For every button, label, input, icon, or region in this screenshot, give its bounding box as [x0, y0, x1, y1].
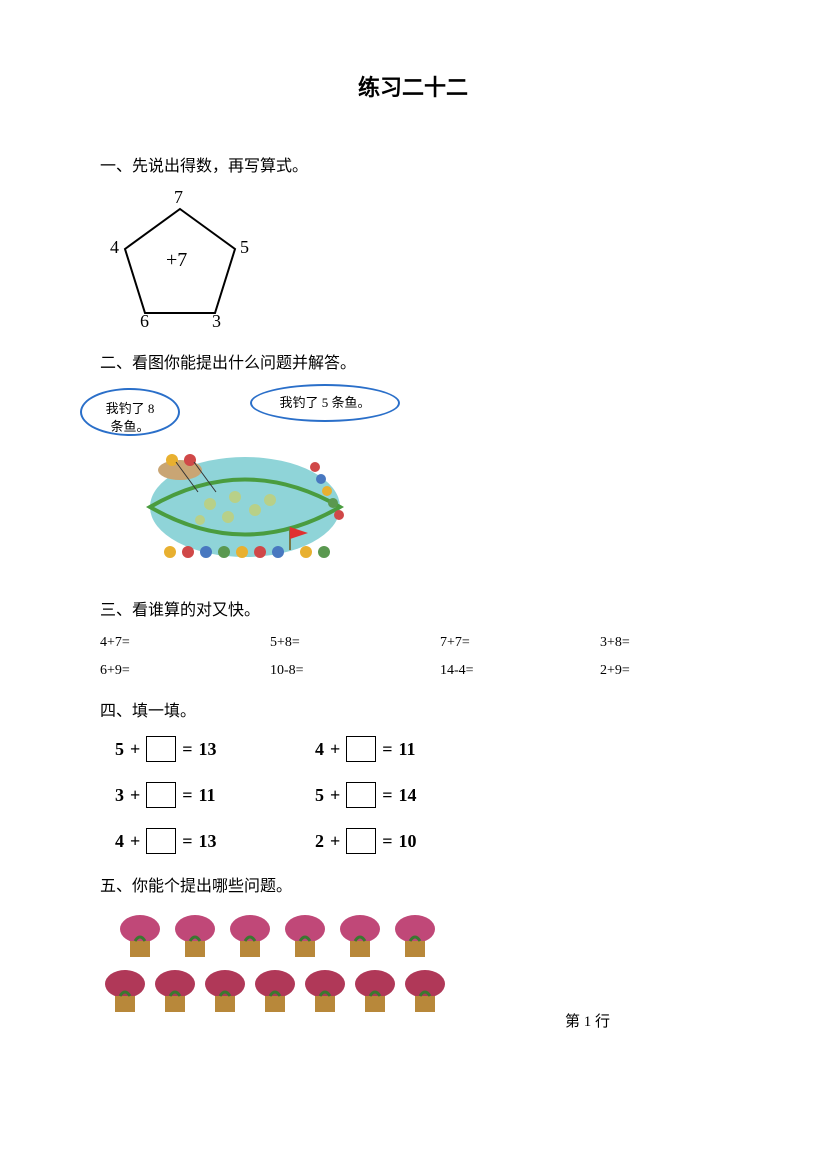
q3-cell: 7+7=: [440, 635, 600, 651]
blank-box: [346, 782, 376, 808]
q3-cell: 10-8=: [270, 663, 440, 679]
bubble2-text: 我钓了 5 条鱼。: [279, 395, 370, 410]
equation: 3 + = 11: [115, 782, 315, 808]
bubble1-text1: 我钓了 8: [106, 401, 155, 416]
plus-icon: +: [330, 739, 340, 760]
eq-r: 13: [199, 831, 217, 852]
q3-cell: 2+9=: [600, 663, 720, 679]
vertex-br: 3: [212, 311, 221, 332]
equation: 4 + = 13: [115, 828, 315, 854]
equation: 2 + = 10: [315, 828, 515, 854]
q3-heading: 三、看谁算的对又快。: [100, 596, 726, 620]
eq-r: 11: [199, 785, 216, 806]
eq-r: 11: [399, 739, 416, 760]
eq-r: 14: [399, 785, 417, 806]
plus-icon: +: [330, 785, 340, 806]
row-label: 第 1 行: [565, 1010, 610, 1031]
q3-cell: 6+9=: [100, 663, 270, 679]
plus-icon: +: [330, 831, 340, 852]
pentagon-center: +7: [166, 249, 187, 272]
blank-box: [146, 782, 176, 808]
speech-bubble-2: 我钓了 5 条鱼。: [250, 384, 400, 422]
equals-icon: =: [182, 831, 192, 852]
eq-a: 3: [115, 785, 124, 806]
speech-bubble-1: 我钓了 8 条鱼。: [80, 388, 180, 436]
pentagon-diagram: 7 5 3 6 4 +7: [100, 191, 260, 331]
q3-cell: 4+7=: [100, 635, 270, 651]
eq-a: 5: [315, 785, 324, 806]
blank-box: [346, 828, 376, 854]
q4-grid: 5 + = 13 4 + = 11 3 + = 11 5 + = 14 4 + = 13 2 + = 10: [115, 736, 726, 854]
blank-box: [346, 736, 376, 762]
eq-a: 5: [115, 739, 124, 760]
equals-icon: =: [182, 785, 192, 806]
vertex-left: 4: [110, 237, 119, 258]
q5-illustration: 第 1 行: [100, 911, 600, 1041]
q3-grid: 4+7= 5+8= 7+7= 3+8= 6+9= 10-8= 14-4= 2+9…: [100, 635, 726, 679]
q3-cell: 14-4=: [440, 663, 600, 679]
vertex-bl: 6: [140, 311, 149, 332]
page-title: 练习二十二: [100, 70, 726, 102]
q2-heading: 二、看图你能提出什么问题并解答。: [100, 349, 726, 373]
blank-box: [146, 828, 176, 854]
plus-icon: +: [130, 785, 140, 806]
equals-icon: =: [382, 831, 392, 852]
equals-icon: =: [382, 739, 392, 760]
equals-icon: =: [182, 739, 192, 760]
equation: 5 + = 13: [115, 736, 315, 762]
plus-icon: +: [130, 739, 140, 760]
blank-box: [146, 736, 176, 762]
vertex-top: 7: [174, 187, 183, 208]
flowers-icon: [100, 911, 470, 1031]
q3-cell: 5+8=: [270, 635, 440, 651]
vertex-right: 5: [240, 237, 249, 258]
eq-a: 4: [115, 831, 124, 852]
q1-heading: 一、先说出得数，再写算式。: [100, 152, 726, 176]
eq-a: 4: [315, 739, 324, 760]
equation: 4 + = 11: [315, 736, 515, 762]
eq-r: 13: [199, 739, 217, 760]
plus-icon: +: [130, 831, 140, 852]
eq-a: 2: [315, 831, 324, 852]
q3-cell: 3+8=: [600, 635, 720, 651]
q5-heading: 五、你能个提出哪些问题。: [100, 872, 726, 896]
equals-icon: =: [382, 785, 392, 806]
fishing-scene-icon: [140, 432, 370, 572]
eq-r: 10: [399, 831, 417, 852]
equation: 5 + = 14: [315, 782, 515, 808]
q4-heading: 四、填一填。: [100, 697, 726, 721]
q2-illustration: 我钓了 8 条鱼。 我钓了 5 条鱼。: [80, 388, 400, 578]
